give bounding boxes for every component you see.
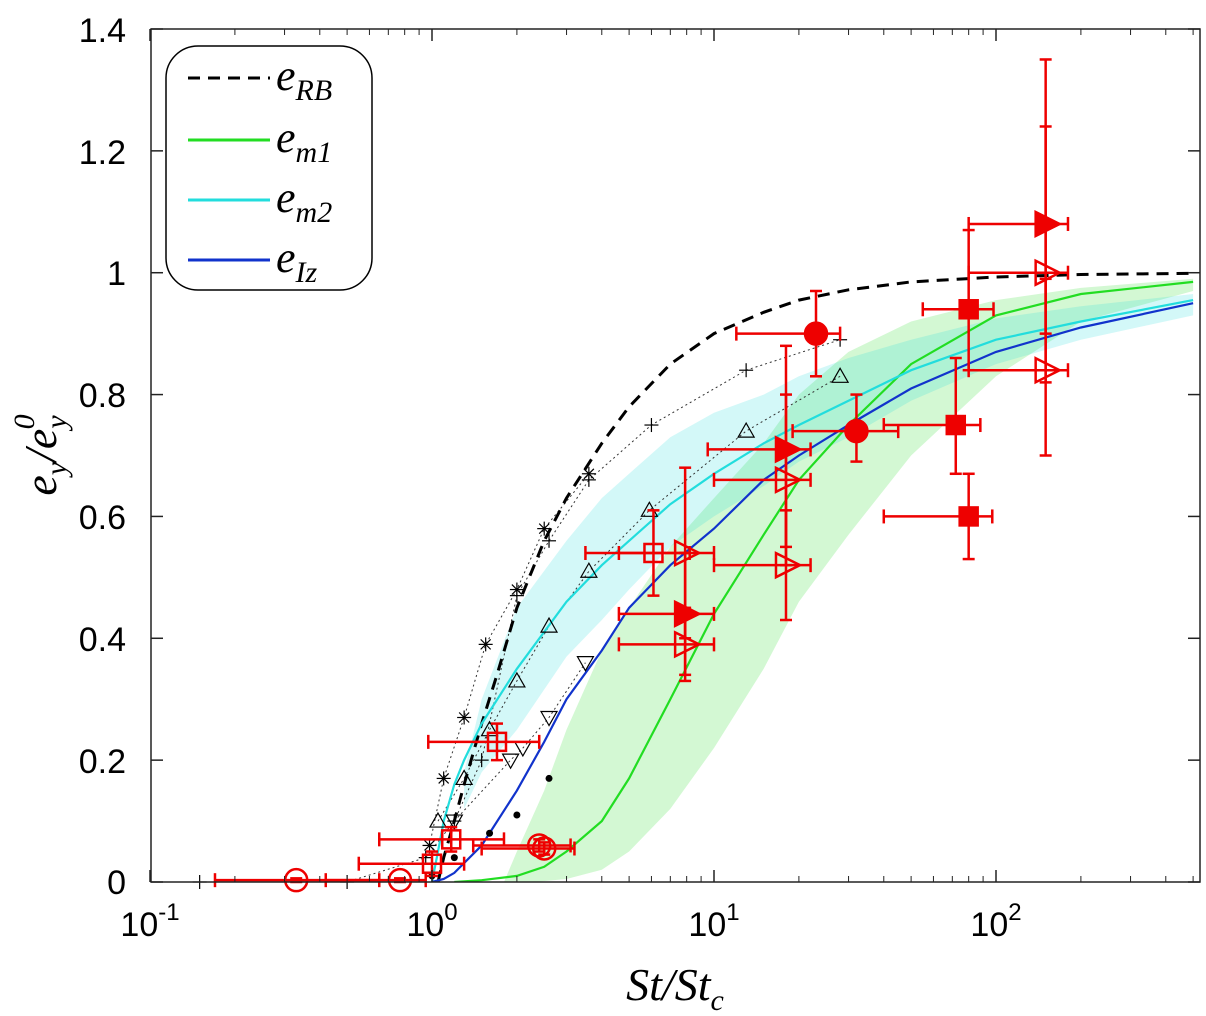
em2-band	[464, 294, 1194, 809]
exp-open-circle-point	[526, 833, 552, 858]
exp-filled-tri-point	[1034, 209, 1063, 238]
ref-plus-point	[418, 850, 433, 865]
experimental-markers	[283, 209, 1063, 893]
legend-label-eRB: eRB	[276, 51, 332, 107]
legend-label-em1: em1	[276, 113, 332, 169]
ref-plus-point	[474, 753, 489, 768]
curve-em2	[430, 299, 1194, 882]
legend-entry-em1: em1	[188, 113, 332, 169]
ref-down-point	[501, 753, 520, 770]
ref-up-point	[428, 811, 448, 828]
exp-open-circle-errorbar	[480, 841, 576, 856]
exp-open-square-point	[440, 829, 462, 850]
exp-open-square-point	[486, 731, 508, 753]
exp-open-circle-point	[531, 836, 557, 861]
exp-open-tri-errorbar	[712, 393, 812, 567]
ref-dot-point	[486, 829, 494, 837]
exp-open-circle-point	[387, 867, 413, 893]
legend-label-eIz: eIz	[276, 233, 318, 289]
exp-filled-square-point	[958, 506, 979, 527]
y-tick-label-0: 0	[107, 864, 126, 902]
y-tick-label-0.8: 0.8	[79, 377, 126, 415]
ref-up-point	[455, 769, 474, 786]
x-tick-label-100: 102	[970, 899, 1021, 944]
y-tick-label-0.2: 0.2	[79, 743, 126, 781]
exp-open-square-errorbar	[427, 722, 541, 762]
exp-open-tri-point	[774, 465, 803, 494]
exp-filled-circle-point	[844, 418, 869, 444]
y-tick-label-1.4: 1.4	[79, 12, 126, 50]
ref-plus-point	[581, 472, 596, 487]
ref-up-point	[831, 367, 850, 383]
x-tick-labels: 10-1 100 101 102	[120, 899, 1021, 944]
ref-down-point	[539, 710, 559, 727]
y-axis-label: ey/ey0	[8, 414, 73, 495]
ref-up-point	[539, 616, 559, 633]
ref-down-guide	[453, 662, 586, 822]
y-tick-label-0.6: 0.6	[79, 499, 126, 537]
exp-open-square-point	[643, 542, 664, 564]
ref-star-point	[422, 838, 437, 853]
ref-plus-point	[739, 363, 754, 378]
ref-star-point	[436, 771, 451, 786]
ref-down-point	[445, 814, 464, 831]
x-tick-label-0.1: 10-1	[120, 899, 179, 944]
ref-plus-point	[542, 533, 557, 548]
exp-open-tri-point	[1034, 258, 1063, 287]
legend-box	[165, 45, 373, 291]
legend-label-em2: em2	[276, 173, 332, 229]
ref-star-point	[537, 521, 552, 536]
x-tick-label-10: 101	[688, 899, 739, 944]
x-tick-label-1: 100	[406, 899, 457, 944]
ref-plus-point	[644, 418, 659, 433]
y-tick-label-1.2: 1.2	[79, 134, 126, 172]
curve-em1	[454, 280, 1194, 882]
exp-filled-tri-point	[774, 435, 803, 464]
exp-open-tri-point	[673, 538, 702, 568]
em1-band	[504, 278, 1194, 882]
ref-plus-point	[509, 588, 524, 603]
ref-up-point	[507, 671, 526, 688]
y-tick-labels: 0 0.2 0.4 0.6 0.8 1 1.2 1.4	[79, 12, 126, 902]
ref-up-guide	[437, 375, 841, 822]
ref-star-point	[457, 710, 472, 725]
ref-dot-point	[513, 811, 521, 819]
ref-up-point	[480, 720, 499, 737]
ref-down-point	[576, 656, 595, 672]
exp-filled-tri-point	[673, 599, 702, 628]
y-tick-label-1: 1	[107, 255, 126, 293]
curve-eIz	[431, 302, 1194, 882]
exp-open-circle-point	[283, 867, 309, 893]
exp-filled-square-point	[958, 299, 979, 320]
ref-up-point	[737, 421, 756, 438]
ref-dot-point	[450, 854, 458, 862]
legend-entry-em2: em2	[188, 173, 332, 229]
exp-open-tri-errorbar	[967, 125, 1070, 384]
plot-frame	[150, 28, 1201, 883]
y-tick-label-0.4: 0.4	[79, 621, 126, 659]
exp-filled-circle-point	[803, 321, 829, 346]
legend: eRB em1 em2 eIz	[165, 45, 373, 291]
legend-entry-eRB: eRB	[188, 51, 332, 107]
ref-star-point	[478, 637, 493, 652]
axis-ticks	[149, 28, 1200, 883]
x-axis-label: St/Stc	[626, 959, 724, 1016]
exp-open-tri-point	[774, 551, 803, 580]
exp-filled-square-point	[945, 414, 967, 436]
ref-dot-point	[545, 774, 553, 782]
exp-open-tri-point	[1034, 356, 1063, 385]
ref-up-point	[579, 562, 598, 578]
exp-open-tri-point	[673, 630, 702, 659]
legend-entry-eIz: eIz	[188, 233, 318, 289]
confidence-bands	[464, 278, 1194, 882]
